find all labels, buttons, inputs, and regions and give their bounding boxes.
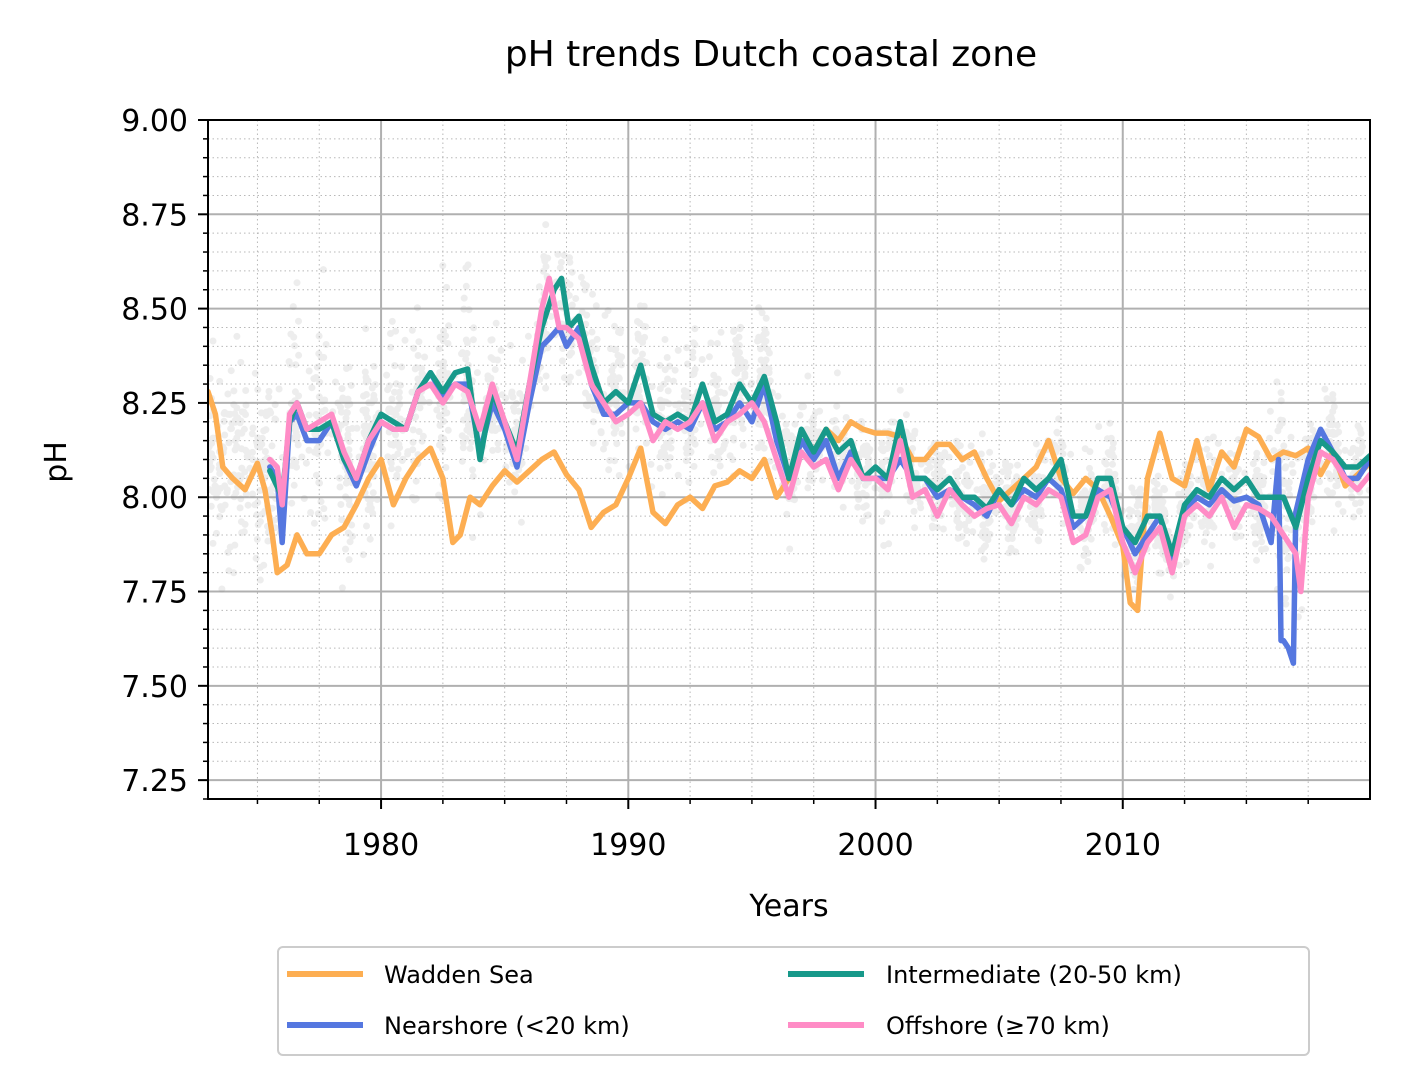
- legend-label-wadden-sea: Wadden Sea: [384, 961, 534, 989]
- x-tick-label: 1980: [343, 828, 419, 863]
- y-tick-label: 7.25: [121, 764, 188, 799]
- x-tick-label: 2010: [1085, 828, 1161, 863]
- y-tick-labels: 7.25 7.50 7.75 8.00 8.25 8.50 8.75 9.00: [121, 104, 188, 799]
- legend-frame: [277, 946, 1310, 1056]
- y-tick-label: 8.25: [121, 387, 188, 422]
- legend-label-nearshore: Nearshore (<20 km): [384, 1012, 630, 1040]
- series-lines: [208, 275, 1370, 666]
- x-tick-labels: 1980 1990 2000 2010: [343, 828, 1161, 863]
- series-line-nearshore-km: [267, 324, 1370, 666]
- x-axis-label: Years: [748, 889, 828, 924]
- legend: Wadden Sea Nearshore (<20 km) Intermedia…: [277, 946, 1310, 1056]
- axis-ticks: [198, 119, 1309, 809]
- y-tick-label: 8.50: [121, 293, 188, 328]
- chart-title: pH trends Dutch coastal zone: [505, 34, 1037, 75]
- y-tick-label: 8.00: [121, 481, 188, 516]
- y-tick-label: 9.00: [121, 104, 188, 139]
- series-line-intermediate-km: [267, 275, 1370, 557]
- y-tick-label: 7.50: [121, 670, 188, 705]
- series-line-offshore-km: [267, 275, 1370, 595]
- y-tick-label: 8.75: [121, 198, 188, 233]
- legend-label-offshore: Offshore (≥70 km): [886, 1012, 1110, 1040]
- y-tick-label: 7.75: [121, 576, 188, 611]
- x-tick-label: 2000: [837, 828, 913, 863]
- series-line-wadden-sea: [208, 388, 1370, 614]
- y-axis-label: pH: [39, 441, 74, 483]
- legend-label-intermediate: Intermediate (20-50 km): [886, 961, 1182, 989]
- x-tick-label: 1990: [590, 828, 666, 863]
